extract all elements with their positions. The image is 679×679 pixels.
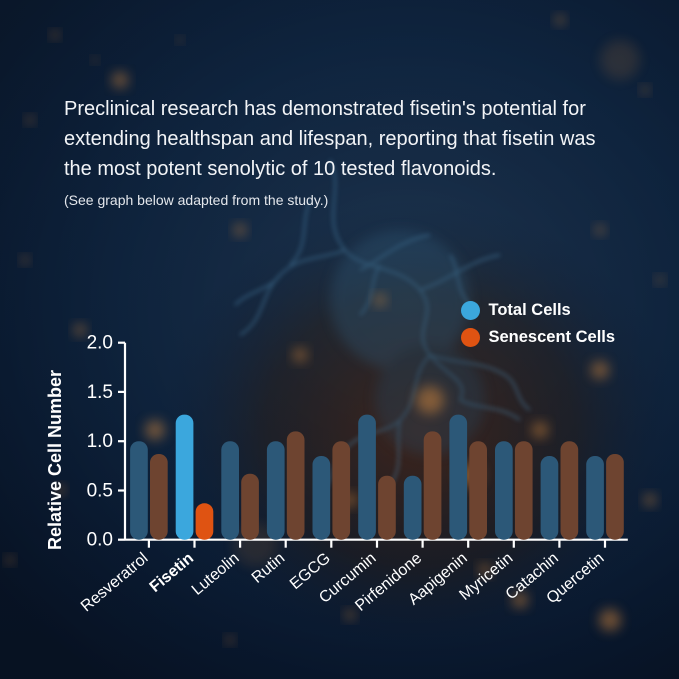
svg-text:Luteolin: Luteolin (189, 550, 243, 599)
svg-text:0.5: 0.5 (87, 481, 113, 502)
svg-text:Resveratrol: Resveratrol (78, 550, 152, 616)
svg-text:1.5: 1.5 (87, 382, 113, 403)
svg-text:Fisetin: Fisetin (147, 550, 197, 596)
svg-text:2.0: 2.0 (87, 333, 113, 354)
svg-text:1.0: 1.0 (87, 431, 113, 452)
svg-text:0.0: 0.0 (87, 530, 113, 551)
svg-text:Rutin: Rutin (249, 550, 289, 587)
